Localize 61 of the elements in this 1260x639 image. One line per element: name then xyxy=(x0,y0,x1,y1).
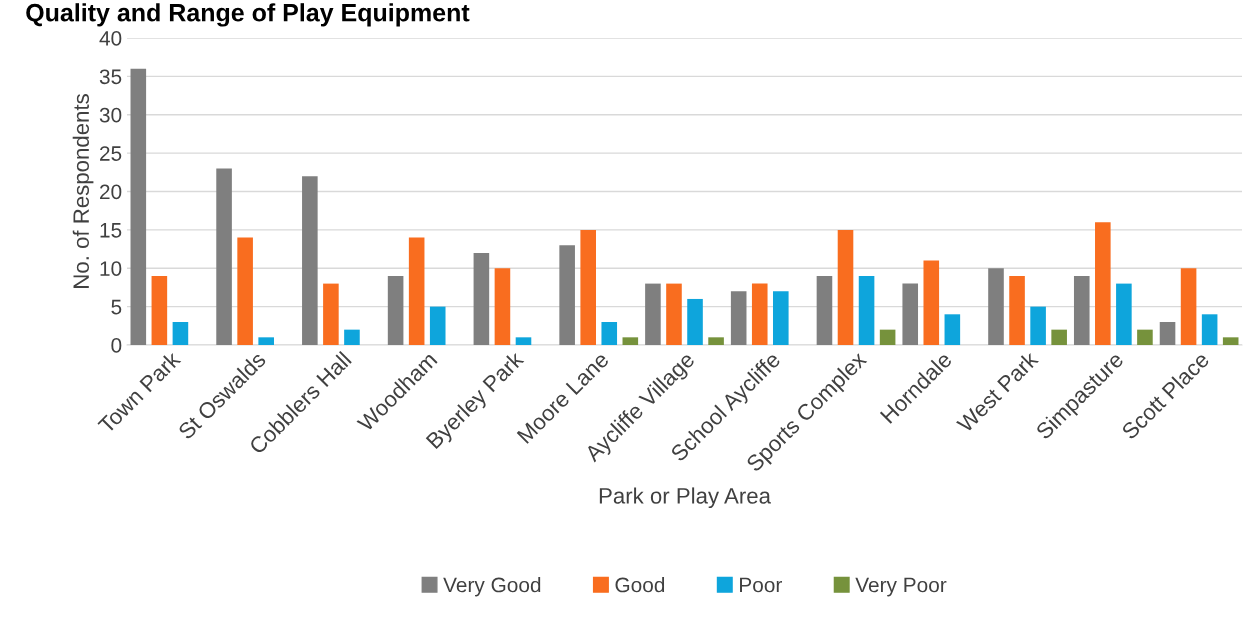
y-tick-label: 30 xyxy=(99,107,122,123)
bar xyxy=(408,237,425,345)
bar xyxy=(601,321,618,345)
bar xyxy=(1095,222,1111,345)
bar xyxy=(1073,275,1090,345)
legend-label: Good xyxy=(615,576,665,593)
bar xyxy=(879,329,896,345)
bar xyxy=(730,291,747,345)
y-axis-title: No. of Respondents xyxy=(72,94,94,288)
y-tick-label: 25 xyxy=(100,146,122,161)
bar xyxy=(837,229,854,345)
bar xyxy=(473,252,490,345)
bar xyxy=(1201,314,1218,345)
bar xyxy=(858,275,875,345)
bar xyxy=(988,268,1004,345)
bar xyxy=(580,229,596,345)
y-tick-label: 40 xyxy=(99,31,122,46)
bar xyxy=(687,298,703,345)
bar xyxy=(816,275,833,345)
bar xyxy=(429,306,446,345)
bar xyxy=(344,329,360,345)
bar xyxy=(751,283,768,345)
y-tick-label: 35 xyxy=(99,69,122,85)
y-tick-label: 5 xyxy=(111,299,122,315)
bar xyxy=(645,283,661,345)
bar xyxy=(515,337,532,345)
bar xyxy=(494,268,511,345)
bar xyxy=(773,291,789,345)
bar xyxy=(258,337,274,345)
bar xyxy=(216,168,232,345)
chart-title: Quality and Range of Play Equipment xyxy=(26,3,470,27)
bar xyxy=(1159,321,1176,345)
bar xyxy=(323,283,339,345)
bar xyxy=(1222,337,1239,345)
y-tick-label: 20 xyxy=(100,184,122,200)
bar xyxy=(902,283,919,345)
bar xyxy=(622,337,639,345)
bar xyxy=(1116,283,1132,345)
bar xyxy=(237,237,253,345)
bar xyxy=(1051,329,1067,345)
y-tick-label: 0 xyxy=(111,338,122,353)
bar xyxy=(666,283,682,345)
legend-label: Poor xyxy=(740,577,782,593)
bar xyxy=(1180,268,1197,345)
bar xyxy=(944,314,961,345)
bar xyxy=(130,68,147,345)
bar xyxy=(1137,329,1153,345)
bar xyxy=(923,260,940,345)
bar xyxy=(151,275,168,345)
bar xyxy=(1030,306,1046,345)
y-tick-label: 15 xyxy=(100,223,122,238)
bar xyxy=(559,245,575,345)
x-axis-title: Park or Play Area xyxy=(599,487,771,509)
bar xyxy=(1009,275,1025,345)
bar xyxy=(387,275,404,345)
legend-label: Very Poor xyxy=(855,577,947,597)
bar xyxy=(302,176,318,345)
legend-label: Very Good xyxy=(443,576,541,597)
y-tick-label: 10 xyxy=(100,261,122,276)
bar xyxy=(708,337,724,345)
bar xyxy=(172,321,189,345)
